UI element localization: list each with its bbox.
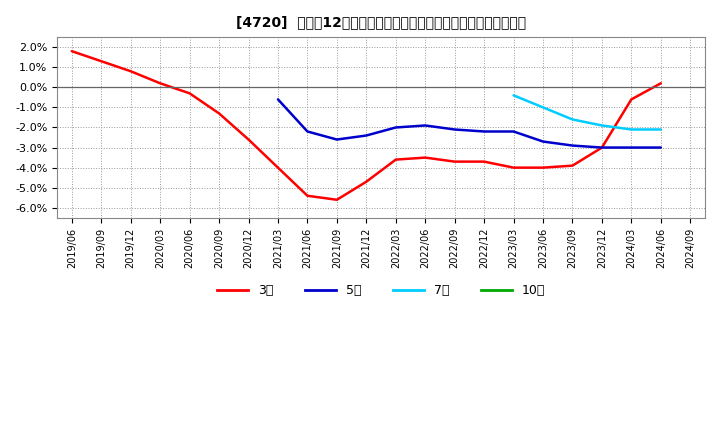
Title: [4720]  売上高12か月移動合計の対前年同期増減率の平均値の推移: [4720] 売上高12か月移動合計の対前年同期増減率の平均値の推移 — [236, 15, 526, 29]
Legend: 3年, 5年, 7年, 10年: 3年, 5年, 7年, 10年 — [212, 279, 550, 302]
